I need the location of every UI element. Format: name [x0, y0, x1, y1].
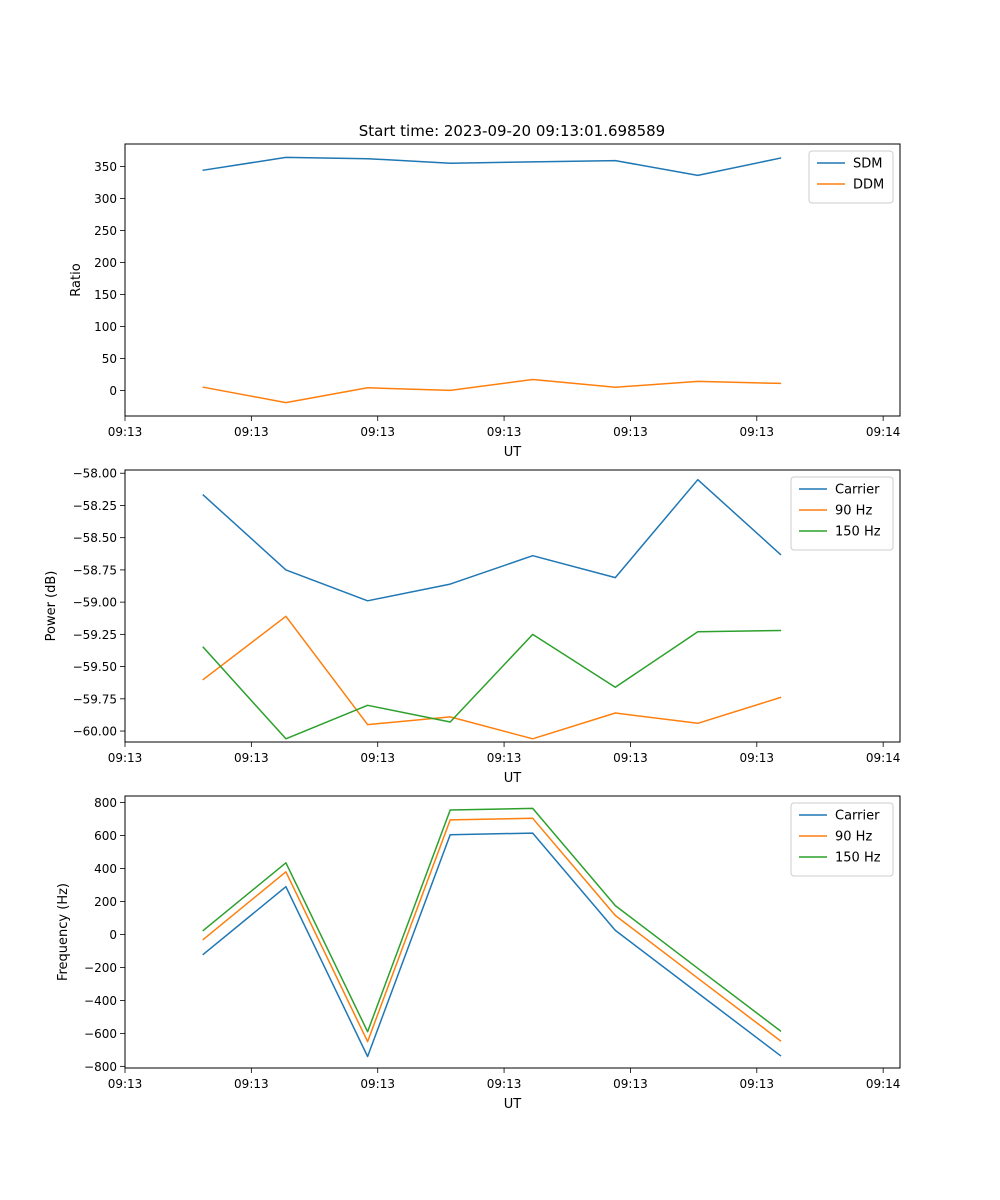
figure-title: Start time: 2023-09-20 09:13:01.698589	[359, 122, 665, 140]
y-tick-label: −59.50	[73, 660, 117, 674]
series-line-90-hz	[202, 615, 782, 740]
legend-label: 150 Hz	[835, 851, 881, 866]
x-axis-label: UT	[504, 1097, 522, 1112]
legend-label: Carrier	[835, 483, 880, 498]
y-tick-label: −58.75	[73, 563, 117, 577]
x-tick-label: 09:13	[360, 425, 395, 439]
y-axis-label: Ratio	[69, 263, 84, 296]
axes-frame	[124, 795, 901, 1069]
x-axis-label: UT	[504, 445, 522, 460]
y-tick-label: −58.50	[73, 531, 117, 545]
x-tick-label: 09:13	[613, 1077, 648, 1091]
y-tick-label: −59.25	[73, 628, 117, 642]
x-tick-label: 09:13	[108, 1077, 143, 1091]
legend-label: DDM	[853, 178, 884, 193]
x-tick-label: 09:13	[108, 425, 143, 439]
y-tick-label: −800	[84, 1060, 117, 1074]
series-line-sdm	[202, 156, 782, 177]
series-group	[202, 807, 782, 1058]
y-tick-label: 800	[94, 796, 117, 810]
y-tick-label: −600	[84, 1027, 117, 1041]
chart-panel-1: 09:13 09:13 09:13 09:13 09:13 09:13 09:14 0 50 10…	[69, 143, 901, 460]
legend-label: 90 Hz	[835, 830, 872, 845]
legend: SDM DDM	[808, 150, 894, 204]
series-line-carrier	[202, 832, 782, 1058]
legend: Carrier 90 Hz 150 Hz	[790, 476, 894, 551]
series-line-150-hz	[202, 807, 782, 1033]
y-tick-label: 250	[94, 224, 117, 238]
x-tick-label: 09:13	[613, 751, 648, 765]
legend-frame	[808, 150, 894, 204]
y-tick-label: −59.75	[73, 692, 117, 706]
x-tick-label: 09:13	[739, 425, 774, 439]
y-tick-label: 200	[94, 895, 117, 909]
y-tick-label: 50	[102, 352, 117, 366]
x-tick-label: 09:13	[360, 751, 395, 765]
y-axis-label: Power (dB)	[44, 571, 59, 642]
y-tick-label: 200	[94, 256, 117, 270]
chart-panel-2: 09:13 09:13 09:13 09:13 09:13 09:13 09:14 −60.0…	[44, 467, 901, 786]
x-tick-label: 09:13	[487, 425, 522, 439]
legend-label: Carrier	[835, 809, 880, 824]
x-tick-label: 09:13	[360, 1077, 395, 1091]
y-tick-label: 150	[94, 288, 117, 302]
series-line-90-hz	[202, 817, 782, 1043]
y-tick-label: −60.00	[73, 725, 117, 739]
x-tick-label: 09:13	[234, 751, 269, 765]
x-tick-label: 09:14	[866, 425, 901, 439]
y-tick-label: 300	[94, 192, 117, 206]
x-tick-label: 09:14	[866, 751, 901, 765]
chart-panels: 09:13 09:13 09:13 09:13 09:13 09:13 09:14 0 50 10…	[44, 143, 901, 1112]
x-tick-label: 09:13	[739, 1077, 774, 1091]
series-line-ddm	[202, 378, 782, 404]
y-tick-label: −58.00	[73, 467, 117, 481]
y-tick-label: 0	[109, 928, 117, 942]
legend-label: 90 Hz	[835, 504, 872, 519]
x-tick-label: 09:13	[487, 1077, 522, 1091]
y-tick-label: −59.00	[73, 596, 117, 610]
x-tick-label: 09:13	[234, 1077, 269, 1091]
chart-panel-3: 09:13 09:13 09:13 09:13 09:13 09:13 09:14 −800 −…	[56, 795, 901, 1112]
x-tick-label: 09:13	[739, 751, 774, 765]
y-tick-label: 100	[94, 320, 117, 334]
y-tick-label: 600	[94, 829, 117, 843]
legend-label: 150 Hz	[835, 525, 881, 540]
series-group	[202, 156, 782, 404]
legend-label: SDM	[853, 157, 882, 172]
series-line-150-hz	[202, 629, 782, 740]
y-tick-label: −400	[84, 994, 117, 1008]
x-tick-label: 09:13	[234, 425, 269, 439]
y-tick-label: 0	[109, 384, 117, 398]
axes-frame	[124, 469, 901, 743]
y-tick-label: 400	[94, 862, 117, 876]
axes-frame	[124, 143, 901, 417]
legend: Carrier 90 Hz 150 Hz	[790, 802, 894, 877]
series-line-carrier	[202, 478, 782, 602]
x-tick-label: 09:13	[108, 751, 143, 765]
y-tick-label: 350	[94, 160, 117, 174]
y-tick-label: −200	[84, 961, 117, 975]
series-group	[202, 478, 782, 740]
y-axis-label: Frequency (Hz)	[56, 883, 71, 981]
x-tick-label: 09:13	[613, 425, 648, 439]
x-tick-label: 09:13	[487, 751, 522, 765]
y-tick-label: −58.25	[73, 499, 117, 513]
x-tick-label: 09:14	[866, 1077, 901, 1091]
x-axis-label: UT	[504, 771, 522, 786]
